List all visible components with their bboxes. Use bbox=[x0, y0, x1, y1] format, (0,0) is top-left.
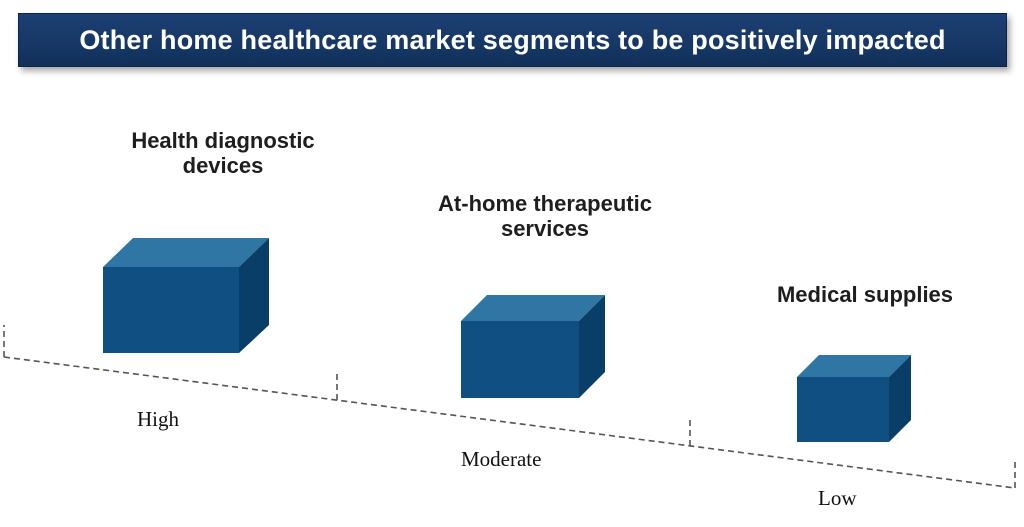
segment-box-moderate bbox=[461, 295, 605, 398]
box-front bbox=[103, 267, 239, 353]
impact-axis bbox=[3, 325, 1016, 489]
box-side bbox=[239, 238, 269, 353]
impact-label-moderate: Moderate bbox=[461, 447, 542, 471]
title-banner: Other home healthcare market segments to… bbox=[18, 13, 1007, 67]
impact-label-high: High bbox=[137, 407, 179, 431]
box-top bbox=[797, 355, 911, 377]
box-side bbox=[579, 295, 605, 398]
segment-box-high bbox=[103, 238, 269, 353]
segment-box-low bbox=[797, 355, 911, 442]
segment-label-low: Medical supplies bbox=[776, 282, 954, 307]
segment-label-high: Health diagnostic devices bbox=[131, 128, 315, 178]
box-top bbox=[461, 295, 605, 321]
box-side bbox=[889, 355, 911, 442]
box-front bbox=[461, 321, 579, 398]
impact-label-low: Low bbox=[818, 486, 857, 510]
box-front bbox=[797, 377, 889, 442]
box-top bbox=[103, 238, 269, 267]
segment-label-moderate: At-home therapeutic services bbox=[438, 191, 652, 241]
page-title: Other home healthcare market segments to… bbox=[79, 24, 946, 55]
